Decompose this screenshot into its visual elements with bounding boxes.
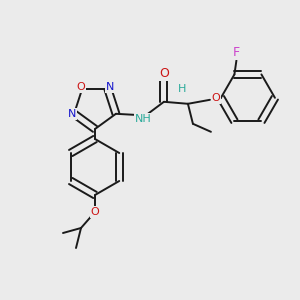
Text: NH: NH bbox=[134, 114, 151, 124]
Text: F: F bbox=[233, 46, 240, 59]
Text: H: H bbox=[178, 84, 186, 94]
Text: O: O bbox=[77, 82, 85, 92]
Text: O: O bbox=[212, 93, 220, 103]
Text: N: N bbox=[68, 109, 76, 119]
Text: O: O bbox=[159, 67, 169, 80]
Text: O: O bbox=[91, 207, 99, 217]
Text: N: N bbox=[106, 82, 114, 92]
